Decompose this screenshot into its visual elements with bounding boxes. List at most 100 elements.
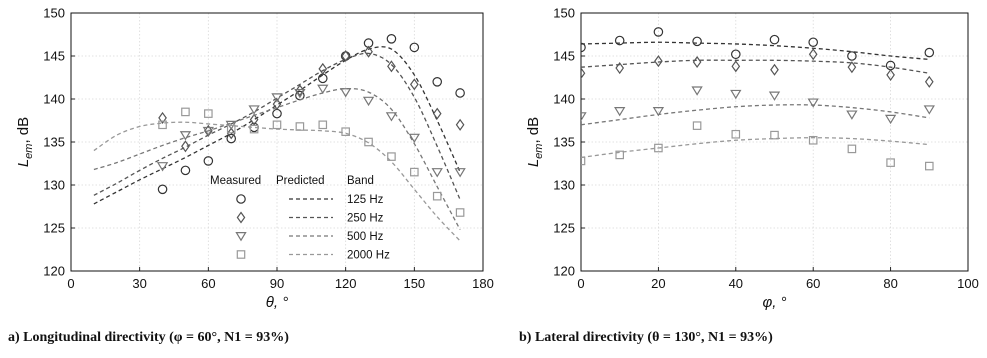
measured-point [157,184,168,195]
x-axis-label: φ, ° [762,294,786,311]
y-tick-label: 125 [553,221,575,236]
predicted-curve [581,59,930,74]
measured-point [731,129,741,139]
measured-point [341,127,350,136]
legend-header: Measured [210,175,261,187]
measured-point [431,168,443,178]
x-tick-label: 100 [957,276,979,291]
y-tick-label: 130 [553,178,575,193]
legend-marker [235,232,247,242]
legend-label: 500 Hz [347,231,384,243]
measured-point [340,88,352,98]
measured-point [691,86,703,96]
measured-point [808,37,818,48]
measured-point [847,51,857,61]
series-250-hz [581,48,934,88]
measured-point [581,112,587,122]
y-tick-label: 150 [43,6,65,21]
measured-point [770,63,779,76]
measured-point [158,111,167,124]
predicted-curve [93,121,461,242]
measured-point [386,33,397,44]
y-tick-label: 135 [553,135,575,150]
measured-point [226,127,236,140]
legend-marker [236,194,246,204]
legend-label: 125 Hz [347,194,384,206]
measured-point [248,105,260,115]
measured-point [203,156,214,166]
measured-point [884,114,897,125]
y-tick-label: 150 [553,6,575,21]
predicted-curve [581,137,930,159]
x-tick-label: 80 [883,276,897,291]
caption-a: a) Longitudinal directivity (φ = 60°, N1… [8,330,289,345]
measured-point [692,36,702,47]
x-tick-label: 0 [577,276,584,291]
measured-point [158,120,167,130]
measured-point [615,150,625,160]
x-tick-label: 150 [403,276,425,291]
x-tick-label: 180 [472,276,494,291]
legend-header: Predicted [276,175,325,187]
measured-point [886,158,895,167]
legend-label: 2000 Hz [347,250,390,262]
directivity-charts: 0 30 60 90 120 150 180 120 125 130 135 140 145 150 Lem… [15,6,979,312]
y-tick-label: 125 [43,221,65,236]
measured-point [385,112,398,122]
x-tick-label: 40 [729,276,743,291]
measured-point [387,60,396,73]
measured-point [807,98,819,108]
predicted-curve [93,52,461,200]
series-2000-hz [581,121,934,171]
legend: Measured Predicted Band 125 Hz 250 Hz 500 Hz 2… [210,175,390,262]
y-tick-label: 140 [553,92,575,107]
legend-marker [236,211,246,224]
measured-point [614,107,626,117]
measured-point [730,49,741,60]
measured-point [768,91,781,101]
measured-point [409,78,419,91]
measured-point [654,55,663,68]
measured-point [692,121,702,130]
measured-point [847,144,857,154]
y-axis-label: Lem, dB [15,117,35,167]
measured-point [581,67,586,80]
measured-point [455,88,465,98]
measured-point [432,77,443,87]
measured-point [226,124,236,134]
x-tick-label: 120 [335,276,357,291]
measured-point [769,34,780,45]
measured-point [295,122,305,131]
legend-header: Band [347,175,374,187]
series-2000-hz [93,107,465,242]
measured-point [156,162,169,172]
measured-point [249,113,259,126]
measured-point [387,152,396,161]
y-tick-label: 145 [553,49,575,64]
measured-point [272,120,282,130]
measured-point [808,48,818,61]
x-tick-label: 20 [651,276,665,291]
measured-point [272,108,282,119]
measured-point [362,96,375,107]
series-125-hz [581,27,935,71]
measured-point [204,109,213,118]
y-tick-label: 135 [43,135,65,150]
measured-point [409,42,420,53]
legend-label: 250 Hz [347,213,384,225]
measured-point [924,75,934,88]
y-tick-label: 145 [43,49,65,64]
caption-b: b) Lateral directivity (θ = 130°, N1 = 9… [519,330,773,345]
measured-point [455,208,465,217]
measured-point [652,107,665,117]
measured-point [653,27,664,37]
y-axis-label: Lem, dB [525,117,545,167]
measured-point [226,133,237,144]
plot-frame [70,12,484,272]
measured-point [615,62,625,75]
measured-point [318,62,328,75]
measured-point [364,45,373,58]
x-axis-label: θ, ° [266,294,288,311]
measured-point [847,61,857,74]
